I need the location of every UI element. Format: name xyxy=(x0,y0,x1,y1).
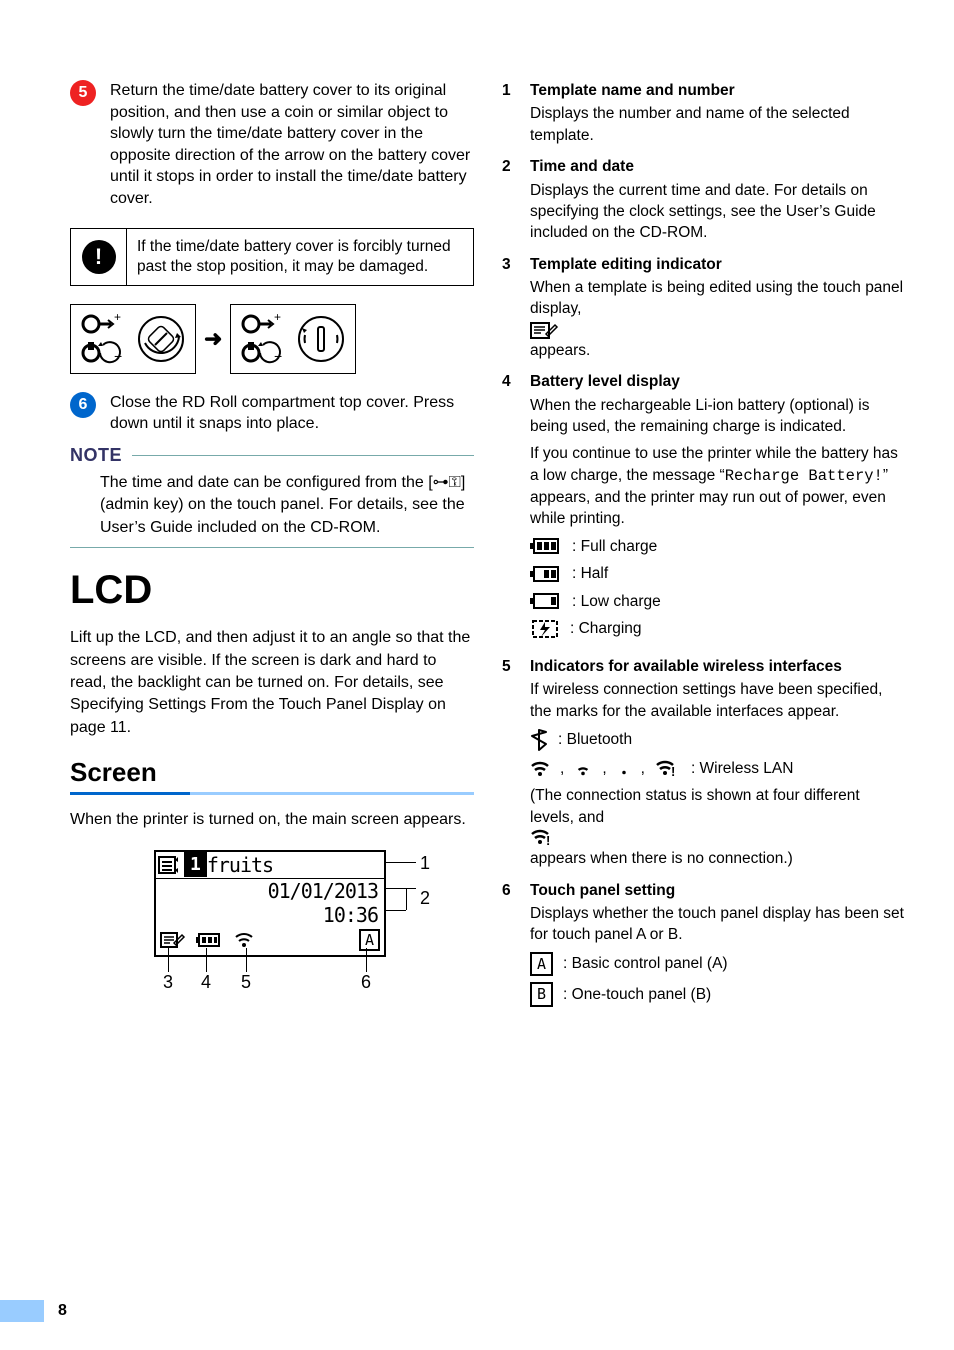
item-3-body: When a template is being edited using th… xyxy=(530,277,906,361)
warning-text: If the time/date battery cover is forcib… xyxy=(127,229,473,285)
wlan-note: (The connection status is shown at four … xyxy=(530,785,906,869)
wifi-off-icon: ! xyxy=(530,828,556,848)
battery-half-icon xyxy=(530,565,562,583)
wifi-2-icon xyxy=(574,761,592,777)
lock-glyph-icon: + − xyxy=(237,311,283,367)
step-5-badge: 5 xyxy=(70,80,96,106)
item-6-hdr: Touch panel setting xyxy=(530,880,906,901)
note-label: NOTE xyxy=(70,445,122,466)
svg-text:!: ! xyxy=(671,764,675,779)
battery-low-icon xyxy=(530,592,562,610)
step-6-badge: 6 xyxy=(70,392,96,418)
lcd-paragraph: Lift up the LCD, and then adjust it to a… xyxy=(70,627,474,739)
svg-text:−: − xyxy=(274,348,282,364)
callout-2: 2 xyxy=(420,888,430,909)
item-1-body: Displays the number and name of the sele… xyxy=(530,103,906,146)
item-2-num: 2 xyxy=(502,156,516,244)
callout-1: 1 xyxy=(420,853,430,874)
svg-text:+: + xyxy=(274,311,281,324)
item-2-body: Displays the current time and date. For … xyxy=(530,180,906,244)
battery-full-icon xyxy=(530,537,562,555)
screen-paragraph: When the printer is turned on, the main … xyxy=(70,809,474,831)
footer-tab xyxy=(0,1300,44,1322)
item-5-body: If wireless connection settings have bee… xyxy=(530,679,906,722)
step-6-text: Close the RD Roll compartment top cover.… xyxy=(110,392,474,435)
svg-text:!: ! xyxy=(546,833,550,848)
battery-charging-icon xyxy=(530,618,560,640)
item-4-body2: If you continue to use the printer while… xyxy=(530,443,906,530)
arrow-icon: ➜ xyxy=(204,326,222,352)
callout-6: 6 xyxy=(361,972,371,993)
wifi-off-icon: ! xyxy=(655,759,681,779)
panel-b-label: : One-touch panel (B) xyxy=(563,984,711,1005)
panel-letter: A xyxy=(359,929,380,951)
item-2-hdr: Time and date xyxy=(530,156,906,177)
lcd-heading: LCD xyxy=(70,568,474,613)
item-5-hdr: Indicators for available wireless interf… xyxy=(530,656,906,677)
item-4-num: 4 xyxy=(502,371,516,646)
edit-indicator-icon xyxy=(160,931,186,949)
lcd-time: 10:36 xyxy=(156,903,384,927)
note-text: The time and date can be configured from… xyxy=(70,468,474,547)
coin-rotate-icon xyxy=(133,311,189,367)
svg-text:−: − xyxy=(114,348,122,364)
callout-4: 4 xyxy=(201,972,211,993)
wifi-1-icon xyxy=(617,762,631,776)
warning-icon: ! xyxy=(82,240,116,274)
wifi-icon xyxy=(234,931,254,949)
wlan-label: : Wireless LAN xyxy=(691,758,794,779)
item-6-num: 6 xyxy=(502,880,516,1014)
lcd-screenshot: 1 fruits 01/01/2013 10:36 xyxy=(122,850,422,957)
step-5-text: Return the time/date battery cover to it… xyxy=(110,80,474,210)
item-5-num: 5 xyxy=(502,656,516,870)
template-list-icon xyxy=(158,854,182,876)
panel-a-label: : Basic control panel (A) xyxy=(563,953,728,974)
template-name: fruits xyxy=(207,853,275,877)
battery-full-label: : Full charge xyxy=(572,536,657,557)
item-3-hdr: Template editing indicator xyxy=(530,254,906,275)
item-1-num: 1 xyxy=(502,80,516,146)
svg-text:+: + xyxy=(114,311,121,324)
item-4-body1: When the rechargeable Li-ion battery (op… xyxy=(530,395,906,438)
callout-5: 5 xyxy=(241,972,251,993)
warning-callout: ! If the time/date battery cover is forc… xyxy=(70,228,474,286)
lcd-date: 01/01/2013 xyxy=(156,879,384,903)
coin-slot-icon xyxy=(293,311,349,367)
template-number: 1 xyxy=(184,852,207,877)
wifi-3-icon xyxy=(530,760,550,778)
bluetooth-label: : Bluetooth xyxy=(558,729,632,750)
battery-cover-diagram: + − ➜ xyxy=(70,304,474,374)
item-3-num: 3 xyxy=(502,254,516,362)
callout-3: 3 xyxy=(163,972,173,993)
panel-b-icon: B xyxy=(530,982,553,1007)
admin-key-icon: ⊶⚿ xyxy=(433,474,461,491)
battery-half-label: : Half xyxy=(572,563,608,584)
item-4-hdr: Battery level display xyxy=(530,371,906,392)
page-number: 8 xyxy=(58,1302,67,1320)
item-6-body: Displays whether the touch panel display… xyxy=(530,903,906,946)
edit-indicator-icon xyxy=(530,320,560,340)
battery-low-label: : Low charge xyxy=(572,591,661,612)
battery-icon xyxy=(196,932,224,948)
bluetooth-icon xyxy=(530,728,548,752)
battery-charging-label: : Charging xyxy=(570,618,642,639)
item-1-hdr: Template name and number xyxy=(530,80,906,101)
screen-heading: Screen xyxy=(70,757,474,788)
lock-glyph-icon: + − xyxy=(77,311,123,367)
panel-a-icon: A xyxy=(530,952,553,977)
